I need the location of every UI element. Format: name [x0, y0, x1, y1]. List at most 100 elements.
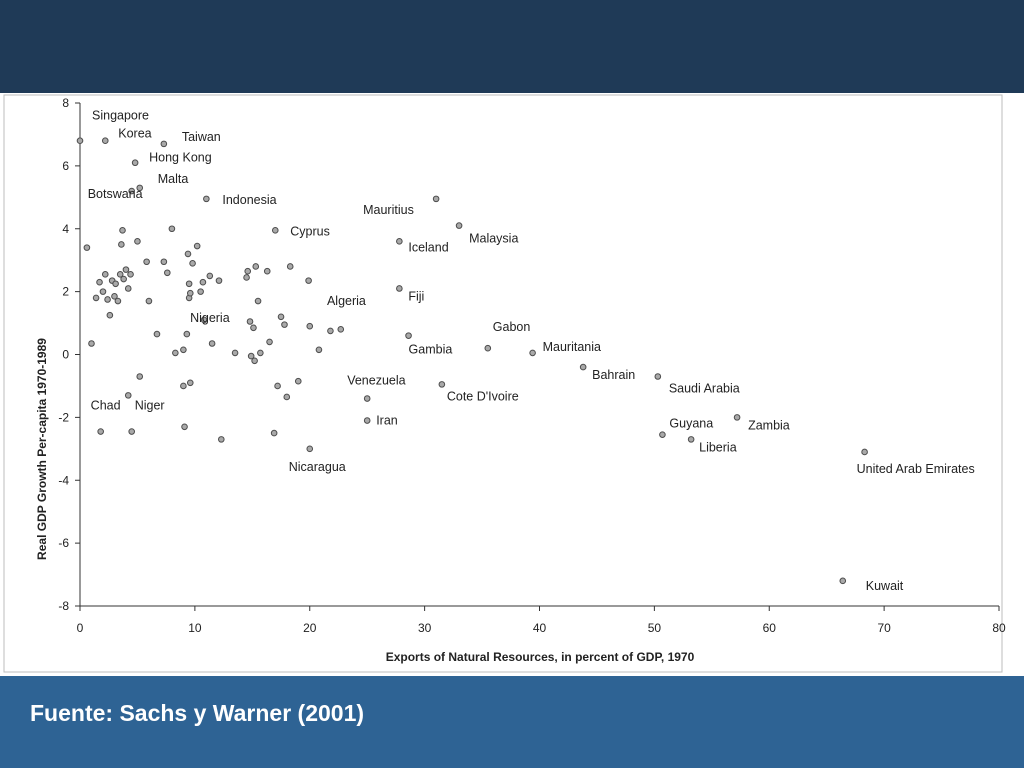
data-point — [306, 322, 314, 330]
chart-panel: 0 10 20 30 40 50 60 70 80 8 6 4 2 0 -2 -4 -6 -8 Singapore… — [0, 93, 1024, 676]
point-label: Fiji — [408, 289, 424, 303]
data-point — [164, 269, 171, 277]
data-point — [145, 297, 153, 305]
data-point — [286, 263, 294, 270]
data-point — [246, 318, 254, 325]
data-point — [277, 313, 285, 321]
y-tick-label: 4 — [62, 222, 69, 236]
point-label: Korea — [118, 127, 151, 141]
point-label: Algeria — [327, 294, 366, 308]
y-tick-label: -2 — [58, 410, 69, 424]
source-caption: Fuente: Sachs y Warner (2001) — [30, 700, 365, 726]
data-point — [104, 296, 111, 303]
data-point — [96, 278, 103, 286]
data-point — [252, 263, 260, 270]
axes — [79, 103, 999, 607]
data-point — [128, 187, 135, 195]
data-point — [579, 363, 587, 371]
data-point — [243, 274, 250, 281]
data-point — [251, 357, 258, 365]
data-point — [134, 238, 141, 245]
data-point — [76, 137, 84, 145]
data-point — [200, 316, 208, 324]
header-band — [0, 0, 1024, 93]
data-point — [136, 184, 144, 192]
data-point — [106, 311, 114, 319]
x-tick-label: 30 — [418, 621, 432, 635]
data-point — [180, 346, 187, 354]
data-point — [199, 278, 207, 286]
data-point — [83, 244, 91, 251]
data-point — [306, 445, 314, 453]
y-tick-label: 2 — [62, 285, 69, 299]
point-label: Venezuela — [347, 374, 405, 388]
point-label: Gambia — [409, 343, 453, 357]
data-point — [92, 294, 100, 302]
x-tick-label: 50 — [648, 621, 662, 635]
data-point — [112, 280, 119, 288]
point-label: Singapore — [92, 109, 149, 123]
data-point — [305, 277, 312, 284]
data-point — [327, 327, 334, 335]
data-point — [733, 414, 741, 421]
data-point — [363, 417, 371, 424]
point-label: Indonesia — [222, 193, 276, 207]
data-point — [274, 382, 281, 390]
point-label: United Arab Emirates — [857, 462, 975, 476]
data-point — [197, 288, 204, 295]
data-point — [131, 159, 139, 167]
data-point — [181, 423, 188, 431]
x-tick-label: 70 — [877, 621, 891, 635]
data-point — [257, 349, 264, 357]
point-label: Iran — [376, 414, 398, 428]
x-tick-label: 0 — [77, 621, 84, 635]
x-tick-label: 40 — [533, 621, 547, 635]
data-point — [118, 241, 125, 248]
x-tick-label: 10 — [188, 621, 202, 635]
x-tick-label: 80 — [992, 621, 1006, 635]
data-point — [659, 431, 666, 438]
data-points — [76, 137, 868, 585]
data-point — [363, 395, 371, 402]
data-point — [186, 379, 194, 387]
point-label: Bahrain — [592, 368, 635, 382]
data-point — [185, 280, 193, 288]
data-point — [405, 332, 412, 339]
data-point — [160, 140, 168, 148]
point-label: Nigeria — [190, 311, 230, 325]
data-point — [281, 321, 288, 328]
data-point — [215, 277, 223, 284]
y-tick-label: -6 — [58, 536, 69, 550]
data-point — [263, 267, 271, 275]
data-point — [217, 436, 225, 443]
data-point — [168, 225, 176, 233]
data-point — [271, 227, 279, 234]
data-point — [247, 352, 255, 360]
point-label: Niger — [135, 399, 165, 413]
data-point — [438, 381, 446, 388]
point-label: Zambia — [748, 418, 790, 432]
data-point — [432, 195, 440, 203]
point-label: Kuwait — [866, 579, 904, 593]
data-point — [455, 222, 463, 229]
data-point — [143, 258, 150, 266]
data-point — [136, 373, 144, 380]
point-label: Taiwan — [182, 130, 221, 144]
data-point — [270, 429, 278, 437]
y-tick-label: 8 — [62, 96, 69, 110]
data-point — [337, 326, 345, 333]
data-point — [315, 346, 323, 354]
point-label: Mauritius — [363, 203, 414, 217]
point-label: Cyprus — [290, 224, 330, 238]
data-point — [186, 289, 194, 297]
data-point — [114, 297, 122, 305]
x-axis-label: Exports of Natural Resources, in percent… — [386, 650, 695, 664]
data-point — [116, 271, 124, 278]
point-label: Iceland — [408, 240, 448, 254]
plot-frame — [3, 94, 1003, 673]
data-point — [189, 260, 196, 267]
point-label: Mauritania — [543, 340, 601, 354]
data-point — [861, 448, 868, 456]
data-point — [687, 436, 695, 443]
